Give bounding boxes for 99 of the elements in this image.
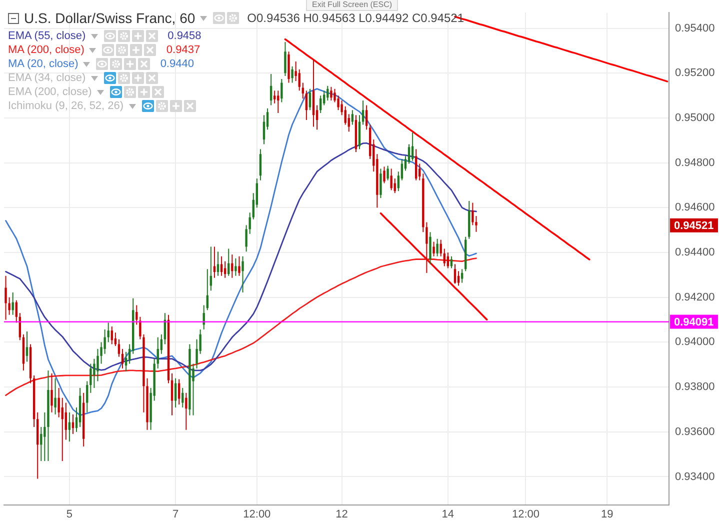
candlestick bbox=[411, 132, 414, 162]
candlestick bbox=[26, 330, 28, 362]
chart-title: U.S. Dollar/Swiss Franc, 60 bbox=[24, 10, 196, 26]
annotation: EMA (200, close) bbox=[8, 86, 92, 98]
annotation: 0.9440 bbox=[160, 58, 194, 70]
x-tick-label: 12:00 bbox=[243, 508, 271, 521]
candlestick bbox=[298, 68, 300, 92]
candlestick bbox=[216, 251, 220, 276]
candlestick bbox=[107, 322, 110, 343]
candlestick bbox=[274, 90, 276, 104]
candlestick bbox=[213, 246, 216, 278]
annotation: EMA (34, close) bbox=[8, 72, 86, 84]
chart-subtitle: O0.94536 H0.94563 L0.94492 C0.94521 bbox=[247, 11, 464, 25]
candlestick bbox=[238, 256, 240, 276]
candlestick bbox=[284, 41, 286, 77]
candlestick bbox=[365, 104, 368, 130]
y-tick-label: 0.95000 bbox=[675, 112, 715, 124]
candlestick bbox=[319, 95, 322, 114]
candlestick bbox=[280, 78, 283, 103]
candlestick bbox=[386, 165, 389, 181]
candlestick bbox=[408, 144, 410, 164]
candlestick bbox=[323, 90, 326, 106]
candlestick bbox=[100, 342, 102, 364]
candlestick bbox=[242, 256, 244, 293]
candlestick bbox=[178, 378, 180, 406]
candlestick bbox=[454, 264, 456, 284]
candlestick bbox=[443, 248, 446, 267]
candlestick bbox=[362, 100, 364, 126]
candlestick bbox=[429, 232, 432, 265]
candlestick bbox=[15, 300, 18, 324]
candlestick bbox=[234, 258, 237, 276]
text: EMA (55, close) bbox=[8, 30, 86, 42]
y-tick-label: 0.93800 bbox=[675, 381, 715, 394]
candlestick bbox=[308, 88, 312, 111]
candlestick bbox=[4, 275, 7, 320]
candlestick bbox=[118, 338, 120, 358]
candlestick bbox=[380, 168, 382, 199]
fullscreen-button: Exit Full Screen (ESC) bbox=[306, 0, 398, 11]
candlestick bbox=[330, 86, 332, 101]
candlestick bbox=[351, 110, 354, 126]
y-tick-label: 0.93400 bbox=[675, 470, 715, 483]
candlestick bbox=[58, 387, 60, 418]
candlestick bbox=[302, 82, 304, 99]
candlestick bbox=[305, 90, 308, 121]
candlestick bbox=[394, 178, 396, 194]
candlestick bbox=[64, 402, 67, 440]
candlestick bbox=[185, 392, 188, 430]
candlestick bbox=[337, 95, 340, 111]
text: MA (200, close) bbox=[8, 44, 84, 56]
x-tick-label: 12:00 bbox=[512, 508, 540, 521]
x-tick-label: 12 bbox=[336, 508, 348, 521]
candlestick bbox=[270, 74, 272, 106]
candlestick bbox=[224, 260, 226, 278]
candlestick bbox=[86, 380, 88, 413]
candlestick bbox=[182, 387, 184, 408]
candlestick bbox=[68, 412, 71, 442]
candlestick bbox=[450, 256, 453, 269]
candlestick bbox=[262, 114, 266, 145]
y-tick-label: 0.93600 bbox=[675, 426, 715, 438]
candlestick bbox=[12, 292, 14, 316]
y-tick-label: 0.94800 bbox=[675, 156, 715, 169]
annotation: 0.9437 bbox=[166, 44, 200, 56]
candlestick bbox=[50, 372, 53, 413]
candlestick bbox=[196, 338, 198, 369]
candlestick bbox=[383, 166, 386, 184]
ref-line-label: 0.94091 bbox=[674, 316, 714, 328]
candlestick bbox=[414, 148, 418, 181]
x-tick-label: 5 bbox=[66, 508, 72, 521]
candlestick bbox=[432, 241, 435, 257]
x-tick-label: 19 bbox=[600, 508, 614, 521]
x-tick-label: 7 bbox=[172, 508, 179, 521]
candlestick bbox=[259, 148, 262, 181]
candlestick bbox=[291, 66, 294, 84]
y-tick-label: 0.94600 bbox=[675, 202, 715, 214]
y-tick-label: 0.95200 bbox=[675, 67, 715, 80]
candlestick bbox=[54, 378, 56, 415]
text: MA (20, close) bbox=[8, 58, 78, 70]
annotation: Ichimoku (9, 26, 52, 26) bbox=[8, 100, 124, 112]
text: 0.94521 bbox=[674, 220, 714, 232]
candlestick bbox=[61, 397, 64, 462]
candlestick bbox=[136, 304, 138, 326]
candlestick bbox=[326, 85, 329, 101]
candlestick bbox=[220, 256, 223, 276]
y-tick-label: 0.94200 bbox=[675, 291, 715, 304]
y-tick-label: 0.94000 bbox=[675, 336, 715, 348]
candlestick bbox=[96, 348, 99, 382]
candlestick bbox=[174, 378, 177, 408]
y-tick-label: 0.95400 bbox=[675, 22, 715, 34]
annotation: 0.9458 bbox=[168, 30, 202, 42]
candlestick bbox=[457, 270, 460, 286]
candlestick bbox=[124, 351, 128, 372]
candlestick bbox=[90, 363, 92, 394]
candlestick bbox=[334, 88, 336, 103]
candlestick bbox=[277, 90, 280, 114]
x-tick-label: 14 bbox=[442, 508, 454, 521]
candlestick bbox=[460, 268, 464, 284]
y-tick-label: 0.94400 bbox=[675, 246, 715, 259]
candlestick bbox=[436, 238, 438, 257]
candlestick bbox=[390, 168, 392, 191]
